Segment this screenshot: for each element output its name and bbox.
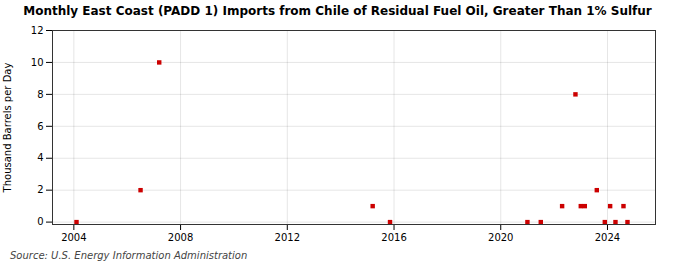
svg-text:2012: 2012: [275, 232, 300, 243]
html-text:Source: U.S. Energy Informatio: Source: U.S. Energy Information Administ…: [10, 250, 248, 261]
svg-text:8: 8: [37, 89, 43, 100]
svg-text:12: 12: [31, 25, 44, 36]
svg-text:Thousand Barrels per Day: Thousand Barrels per Day: [2, 63, 13, 194]
svg-text:0: 0: [37, 216, 43, 227]
svg-text:2020: 2020: [488, 232, 513, 243]
svg-text:10: 10: [31, 57, 44, 68]
svg-text:2: 2: [37, 184, 43, 195]
svg-text:4: 4: [37, 152, 43, 163]
html-text:Monthly East Coast (PADD 1) Im: Monthly East Coast (PADD 1) Imports from…: [23, 4, 652, 18]
svg-text:6: 6: [37, 121, 43, 132]
svg-text:2008: 2008: [168, 232, 193, 243]
svg-text:2004: 2004: [61, 232, 86, 243]
svg-text:2024: 2024: [595, 232, 620, 243]
svg-text:2016: 2016: [381, 232, 406, 243]
